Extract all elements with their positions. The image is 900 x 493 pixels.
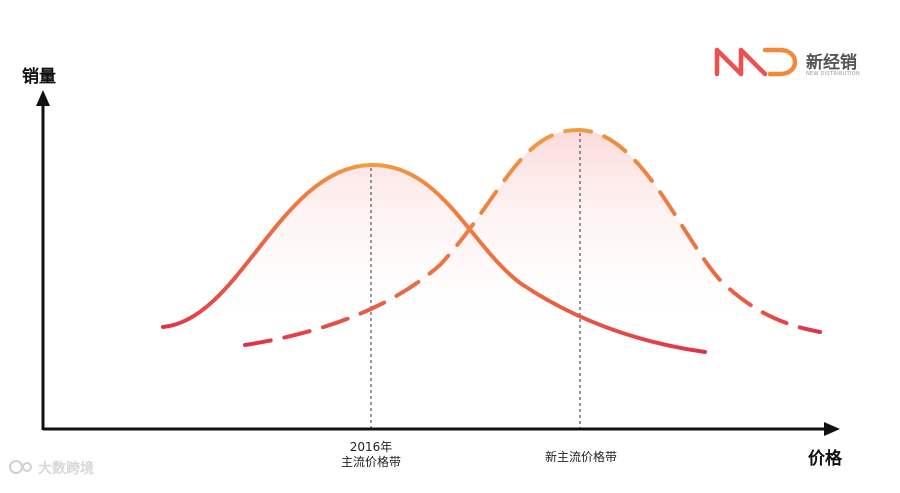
current-demand-curve — [161, 162, 707, 354]
logo-name: 新经销 — [806, 53, 857, 73]
marker-label-new-line1: 新主流价格带 — [544, 450, 617, 464]
y-axis-arrow — [36, 90, 50, 106]
logo-subtitle: NEW DISTRIBUTION — [806, 71, 861, 77]
md-logo-icon — [714, 47, 798, 77]
marker-label-2016-line1: 2016年 — [349, 440, 393, 454]
new-band-area — [245, 130, 820, 400]
x-axis-label: 价格 — [808, 449, 842, 469]
watermark-text: 大数跨境 — [38, 461, 94, 477]
marker-label-new: 新主流价格带 — [540, 450, 622, 465]
marker-label-2016: 2016年 主流价格带 — [331, 440, 411, 470]
y-axis-label: 销量 — [22, 67, 56, 87]
marker-label-2016-line2: 主流价格带 — [340, 455, 401, 469]
x-axis-arrow — [824, 422, 840, 436]
new-demand-curve — [243, 127, 822, 347]
watermark-icon — [9, 460, 32, 474]
